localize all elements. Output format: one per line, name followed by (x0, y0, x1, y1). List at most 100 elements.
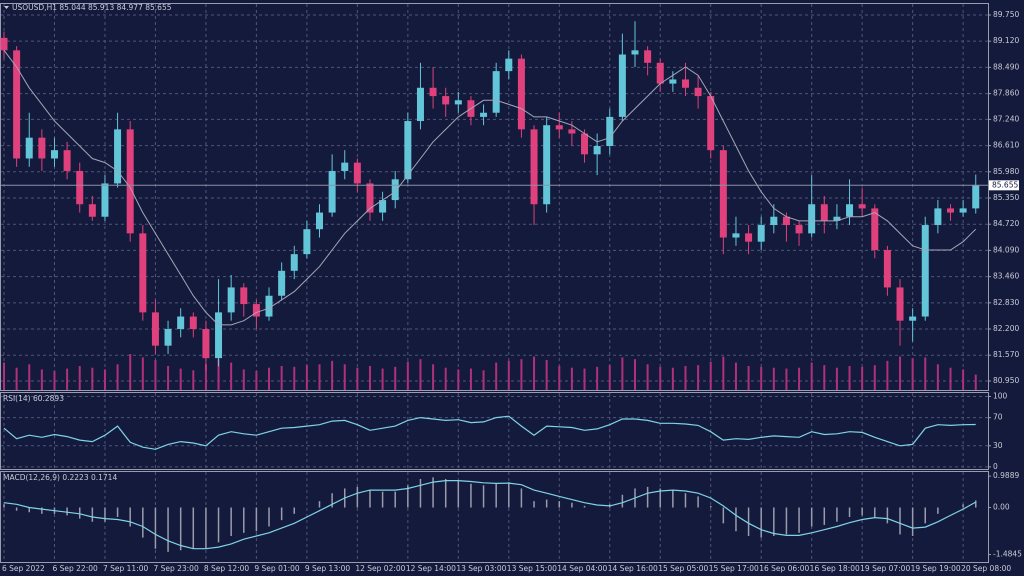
x-tick-label: 6 Sep 22:00 (52, 564, 98, 573)
candle-body (782, 216, 790, 226)
candle-body (871, 208, 879, 250)
volume-bar (230, 362, 233, 390)
price-panel (0, 3, 989, 391)
candle-body (316, 212, 323, 230)
volume-bar (924, 357, 927, 390)
volume-bar (495, 362, 498, 390)
x-tick-label: 15 Sep 17:00 (709, 564, 759, 573)
volume-bar (722, 356, 725, 390)
candle-body (896, 287, 904, 321)
candle-body (593, 146, 601, 155)
y-tick-label: 70 (993, 413, 1003, 422)
x-tick-label: 19 Sep 19:00 (911, 564, 961, 573)
candle-body (694, 87, 702, 97)
volume-bar (154, 360, 157, 390)
x-tick-label: 12 Sep 14:00 (406, 564, 456, 573)
volume-bar (558, 366, 561, 390)
x-tick-label: 14 Sep 16:00 (608, 564, 658, 573)
volume-bar (406, 361, 409, 390)
volume-bar (268, 367, 271, 390)
volume-bar (3, 362, 5, 390)
candle-body (480, 112, 488, 117)
volume-bar (368, 366, 371, 390)
candle-body (252, 304, 260, 317)
volume-bar (873, 365, 876, 390)
candle-body (25, 137, 33, 159)
volume-bar (469, 368, 472, 390)
candle-body (656, 62, 664, 84)
volume-bar (861, 366, 864, 390)
candle-body (820, 204, 828, 221)
macd-title: MACD(12,26,9) 0.2223 0.1714 (3, 473, 117, 482)
plot: 6 Sep 2022 6 Sep 22:00 7 Sep 11:00 7 Sep 23… (0, 4, 1022, 573)
candle-body (517, 58, 525, 130)
y-tick-label: 81.570 (993, 350, 1019, 359)
candle-body (328, 170, 336, 213)
candle-body (972, 185, 980, 209)
volume-bar (810, 362, 813, 390)
volume-bar (772, 367, 775, 390)
volume-bar (343, 364, 346, 390)
volume-bar (78, 366, 81, 390)
candle-body (164, 329, 172, 346)
candle-body (126, 129, 134, 234)
candle-body (959, 208, 967, 213)
candle-body (883, 249, 891, 288)
volume-bar (204, 364, 207, 390)
volume-bar (507, 360, 510, 390)
x-tick-label: 9 Sep 13:00 (305, 564, 351, 573)
candle-body (492, 71, 500, 113)
y-tick-label: 82.830 (993, 298, 1019, 307)
volume-bar (280, 366, 283, 390)
volume-bar (823, 365, 826, 390)
candle-body (581, 133, 589, 155)
volume-bar (798, 367, 801, 390)
x-tick-label: 12 Sep 02:00 (355, 564, 405, 573)
volume-bar (596, 366, 599, 390)
volume-bar (394, 366, 397, 390)
volume-bar (911, 358, 914, 390)
x-tick-label: 16 Sep 18:00 (810, 564, 860, 573)
candle-body (808, 204, 816, 234)
candle-body (631, 50, 639, 55)
candle-body (757, 225, 765, 242)
candle-body (265, 295, 273, 317)
volume-bar (419, 359, 422, 390)
volume-bar (103, 369, 106, 390)
candle-body (934, 208, 942, 226)
volume-bar (570, 367, 573, 390)
candle-body (947, 208, 954, 213)
rsi-panel (0, 392, 989, 470)
x-tick-label: 20 Sep 08:00 (961, 564, 1011, 573)
volume-bar (356, 367, 359, 390)
chart-title: USOUSD,H1 85.044 85.913 84.977 85.655 (12, 3, 172, 12)
volume-bar (634, 359, 636, 390)
last-price-box (989, 180, 1019, 191)
y-tick-label: 100 (993, 392, 1008, 401)
volume-bar (962, 369, 965, 390)
candle-body (416, 87, 424, 122)
candle-body (215, 312, 223, 359)
volume-bar (66, 368, 69, 390)
candle-body (38, 137, 46, 159)
y-tick-label: 89.120 (993, 36, 1019, 45)
volume-bar (179, 368, 182, 390)
x-tick-label: 7 Sep 23:00 (153, 564, 199, 573)
volume-bar (15, 367, 18, 390)
candle-body (543, 125, 551, 205)
volume-bar (167, 366, 170, 390)
candle-body (227, 287, 235, 313)
rsi-line (3, 415, 976, 450)
candle-body (76, 170, 84, 205)
volume-bar (936, 364, 939, 390)
volume-bar (583, 368, 586, 390)
candle-body (101, 183, 109, 217)
candle-body (303, 229, 311, 255)
macd-panel (0, 471, 989, 563)
volume-bar (747, 366, 750, 390)
y-tick-label: 84.720 (993, 219, 1019, 228)
y-tick-label: 82.200 (993, 324, 1019, 333)
candle-body (921, 225, 929, 317)
candle-body (858, 204, 866, 209)
